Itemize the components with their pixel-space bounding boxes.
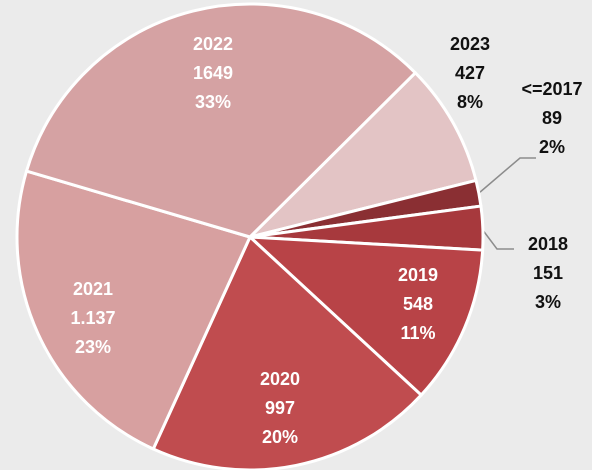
slice-category: 2023 xyxy=(450,34,490,54)
pie-slice xyxy=(25,2,417,239)
pie-slice xyxy=(248,71,478,239)
slice-category: 2022 xyxy=(193,34,233,54)
leader-line xyxy=(481,228,514,250)
slice-category: 2019 xyxy=(398,265,438,285)
leader-line xyxy=(478,157,536,194)
slice-percent: 11% xyxy=(400,323,435,343)
slice-value: 997 xyxy=(265,398,295,418)
slice-percent: 8% xyxy=(457,92,483,112)
slice-value: 1649 xyxy=(193,63,233,83)
slice-category: 2021 xyxy=(73,279,113,299)
slice-percent: 33% xyxy=(195,92,231,112)
slice-percent: 3% xyxy=(535,292,561,312)
slice-category: 2020 xyxy=(260,369,300,389)
slice-percent: 23% xyxy=(75,337,111,357)
slice-percent: 2% xyxy=(539,137,565,157)
slice-percent: 20% xyxy=(262,427,298,447)
slice-value: 548 xyxy=(403,294,433,314)
slice-value: 89 xyxy=(542,108,562,128)
slice-category: <=2017 xyxy=(521,79,582,99)
slice-value: 427 xyxy=(455,63,485,83)
pie-slice xyxy=(15,169,252,451)
slice-value: 1.137 xyxy=(70,308,115,328)
slice-category: 2018 xyxy=(528,234,568,254)
pie-slice xyxy=(151,235,423,470)
slice-value: 151 xyxy=(533,263,563,283)
pie-slice xyxy=(248,235,485,397)
